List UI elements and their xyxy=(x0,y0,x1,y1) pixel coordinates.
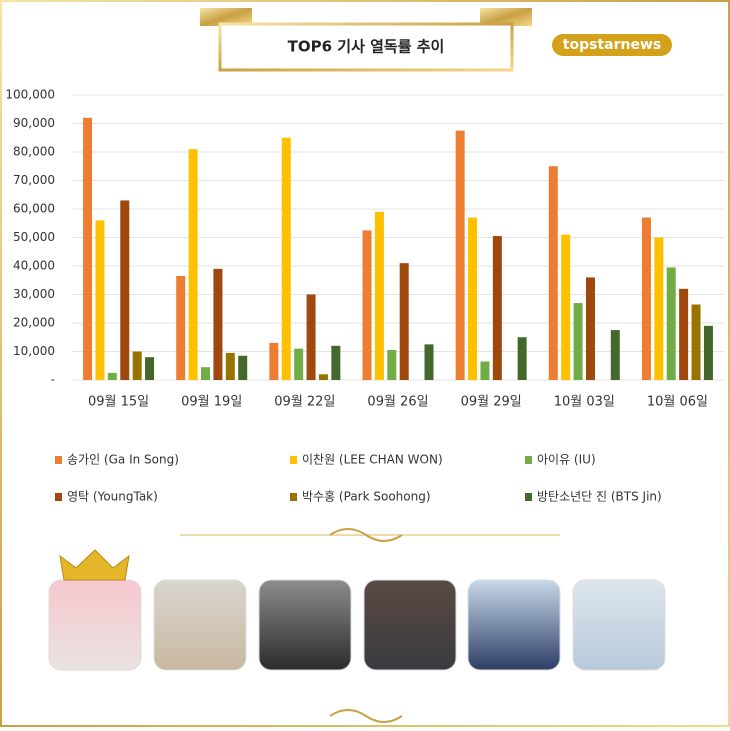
ribbon-right xyxy=(480,8,532,26)
legend-swatch xyxy=(525,493,532,501)
photo xyxy=(363,579,457,671)
x-tick-label: 09월 22일 xyxy=(274,395,335,410)
bar xyxy=(294,348,304,380)
legend-swatch xyxy=(55,493,62,501)
legend-label: 아이유 (IU) xyxy=(537,453,596,467)
photos xyxy=(48,549,666,671)
bar xyxy=(374,211,384,380)
bar xyxy=(213,268,223,380)
brand: topstarnews xyxy=(563,37,661,53)
bar xyxy=(238,355,248,380)
bar xyxy=(641,217,651,380)
bar xyxy=(387,350,397,380)
bar xyxy=(120,200,130,380)
bar xyxy=(107,372,117,380)
x-tick-label: 10월 03일 xyxy=(554,395,615,410)
bar xyxy=(610,330,620,380)
x-tick-label: 09월 19일 xyxy=(181,395,242,410)
y-tick-label: 30,000 xyxy=(13,287,55,301)
bar xyxy=(176,275,186,380)
legend-swatch xyxy=(290,493,297,501)
legend-label: 방탄소년단 진 (BTS Jin) xyxy=(537,490,662,504)
chart-title: TOP6 기사 열독률 추이 xyxy=(288,38,445,56)
bar xyxy=(281,137,291,380)
bar xyxy=(225,352,235,380)
bar xyxy=(331,345,341,380)
bar xyxy=(480,361,490,380)
x-tick-label: 09월 26일 xyxy=(367,395,428,410)
bar xyxy=(468,217,478,380)
ribbon-left xyxy=(200,8,252,26)
legend-label: 영탁 (YoungTak) xyxy=(67,490,158,504)
bar xyxy=(703,325,713,380)
legend-swatch xyxy=(525,456,532,464)
bar xyxy=(548,166,558,380)
photo xyxy=(48,579,142,671)
bar xyxy=(132,351,142,380)
bar xyxy=(573,303,583,380)
bar xyxy=(306,294,316,380)
bar xyxy=(424,344,434,380)
x-tick-label: 09월 15일 xyxy=(88,395,149,410)
legend-label: 송가인 (Ga In Song) xyxy=(67,453,179,467)
legend-swatch xyxy=(55,456,62,464)
x-tick-label: 09월 29일 xyxy=(461,395,522,410)
photo xyxy=(572,579,666,671)
y-tick-label: 90,000 xyxy=(13,116,55,130)
bar xyxy=(318,374,328,380)
y-tick-label: 40,000 xyxy=(13,259,55,273)
photo xyxy=(467,579,561,671)
y-tick-label: 20,000 xyxy=(13,316,55,330)
bar xyxy=(95,220,105,380)
title-banner xyxy=(218,22,514,72)
bar xyxy=(666,267,676,380)
bar xyxy=(188,149,198,380)
bar xyxy=(201,367,211,380)
brand-badge xyxy=(552,34,672,56)
y-tick-label: 50,000 xyxy=(13,230,55,244)
ornament xyxy=(329,528,403,542)
bar xyxy=(561,234,571,380)
bar xyxy=(269,342,279,380)
y-tick-label: 60,000 xyxy=(13,202,55,216)
ornament xyxy=(329,709,403,723)
photo xyxy=(258,579,352,671)
bar xyxy=(585,277,595,380)
y-tick-label: - xyxy=(51,373,55,387)
bar xyxy=(399,263,409,380)
bar xyxy=(145,357,155,380)
bar xyxy=(455,130,465,380)
y-tick-label: 80,000 xyxy=(13,145,55,159)
bar xyxy=(83,117,93,381)
bar xyxy=(679,288,689,380)
bar xyxy=(654,237,664,380)
bar xyxy=(362,230,372,380)
y-tick-label: 10,000 xyxy=(13,344,55,358)
legend-swatch xyxy=(290,456,297,464)
legend-label: 이찬원 (LEE CHAN WON) xyxy=(302,452,443,467)
y-tick-label: 70,000 xyxy=(13,173,55,187)
x-tick-label: 10월 06일 xyxy=(647,395,708,410)
legend-label: 박수홍 (Park Soohong) xyxy=(302,490,431,504)
y-tick-label: 100,000 xyxy=(5,88,55,102)
crown xyxy=(59,549,130,581)
bar xyxy=(517,337,527,380)
bar xyxy=(691,304,701,380)
photo xyxy=(153,579,247,671)
bar xyxy=(492,236,502,380)
